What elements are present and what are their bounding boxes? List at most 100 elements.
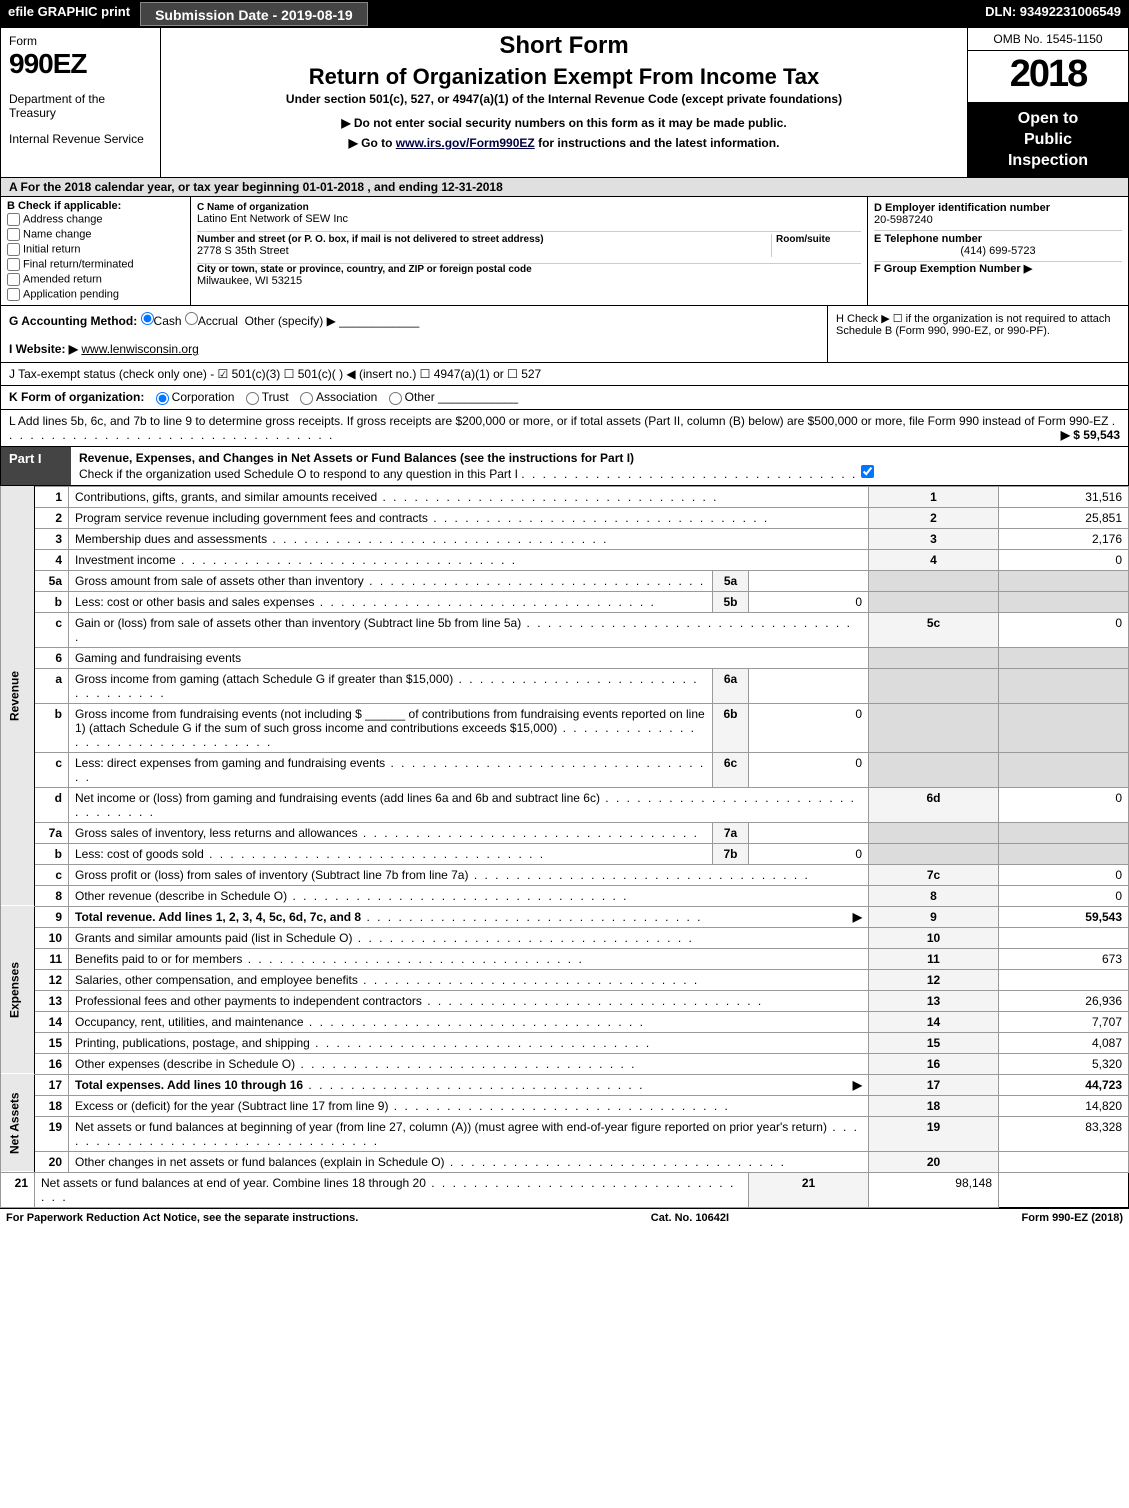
chk-address-change[interactable]: Address change <box>7 212 184 227</box>
right-line-num: 2 <box>869 507 999 528</box>
form-header: Form 990EZ Department of the Treasury In… <box>0 28 1129 178</box>
line-num: b <box>35 703 69 752</box>
irs-link[interactable]: www.irs.gov/Form990EZ <box>396 136 535 150</box>
top-bar: efile GRAPHIC print Submission Date - 20… <box>0 0 1129 28</box>
right-line-num: 9 <box>869 906 999 927</box>
right-line-num: 18 <box>869 1095 999 1116</box>
part-1-checkbox[interactable] <box>861 465 874 478</box>
mini-line-num: 6b <box>713 703 749 752</box>
d-label: D Employer identification number <box>874 202 1122 214</box>
line-num: a <box>35 668 69 703</box>
side-net-assets: Net Assets <box>1 1074 35 1172</box>
right-line-val: 25,851 <box>999 507 1129 528</box>
right-line-val: 5,320 <box>999 1053 1129 1074</box>
line-desc: Gross sales of inventory, less returns a… <box>69 822 713 843</box>
room-label: Room/suite <box>776 234 861 245</box>
right-line-num: 17 <box>869 1074 999 1095</box>
right-line-val: 4,087 <box>999 1032 1129 1053</box>
right-line-val: 7,707 <box>999 1011 1129 1032</box>
phone: (414) 699-5723 <box>874 245 1122 257</box>
chk-initial-return[interactable]: Initial return <box>7 242 184 257</box>
right-line-num: 11 <box>869 948 999 969</box>
website[interactable]: www.lenwisconsin.org <box>81 342 198 356</box>
accounting-cash[interactable] <box>141 312 154 325</box>
box-c: C Name of organization Latino Ent Networ… <box>191 197 868 305</box>
line-num: 21 <box>1 1172 35 1207</box>
line-num: 9 <box>35 906 69 927</box>
org-corp[interactable] <box>156 392 169 405</box>
addr-label: Number and street (or P. O. box, if mail… <box>197 234 771 245</box>
line-num: 11 <box>35 948 69 969</box>
right-line-num: 8 <box>869 885 999 906</box>
e-label: E Telephone number <box>874 233 1122 245</box>
mini-line-num: 6a <box>713 668 749 703</box>
c-label: C Name of organization <box>197 202 861 213</box>
right-line-num: 16 <box>869 1053 999 1074</box>
org-city: Milwaukee, WI 53215 <box>197 275 861 287</box>
chk-final-return[interactable]: Final return/terminated <box>7 257 184 272</box>
line-num: 19 <box>35 1116 69 1151</box>
mini-line-val: 0 <box>749 752 869 787</box>
line-desc: Total revenue. Add lines 1, 2, 3, 4, 5c,… <box>69 906 869 927</box>
right-line-val: 2,176 <box>999 528 1129 549</box>
goto-post: for instructions and the latest informat… <box>535 136 780 150</box>
title-return: Return of Organization Exempt From Incom… <box>171 64 957 90</box>
org-assoc[interactable] <box>300 392 313 405</box>
line-desc: Other expenses (describe in Schedule O) <box>69 1053 869 1074</box>
accounting-accrual[interactable] <box>185 312 198 325</box>
right-line-num: 7c <box>869 864 999 885</box>
right-line-num: 13 <box>869 990 999 1011</box>
line-desc: Grants and similar amounts paid (list in… <box>69 927 869 948</box>
line-num: b <box>35 591 69 612</box>
right-line-val: 59,543 <box>999 906 1129 927</box>
right-line-val: 673 <box>999 948 1129 969</box>
line-desc: Other changes in net assets or fund bala… <box>69 1151 869 1172</box>
line-desc: Investment income <box>69 549 869 570</box>
line-num: 18 <box>35 1095 69 1116</box>
line-desc: Less: cost or other basis and sales expe… <box>69 591 713 612</box>
line-num: c <box>35 752 69 787</box>
subtitle: Under section 501(c), 527, or 4947(a)(1)… <box>171 92 957 106</box>
title-short-form: Short Form <box>171 32 957 60</box>
org-address: 2778 S 35th Street <box>197 245 771 257</box>
mini-line-val: 0 <box>749 843 869 864</box>
side-revenue: Revenue <box>1 486 35 906</box>
chk-amended-return[interactable]: Amended return <box>7 272 184 287</box>
right-line-val: 0 <box>999 787 1129 822</box>
line-desc: Benefits paid to or for members <box>69 948 869 969</box>
right-line-val <box>999 1151 1129 1172</box>
line-desc: Net assets or fund balances at end of ye… <box>35 1172 749 1207</box>
right-line-val: 0 <box>999 549 1129 570</box>
lines-table: Revenue1Contributions, gifts, grants, an… <box>0 486 1129 1208</box>
box-def: D Employer identification number 20-5987… <box>868 197 1128 305</box>
right-line-num: 3 <box>869 528 999 549</box>
right-line-num: 20 <box>869 1151 999 1172</box>
page-footer: For Paperwork Reduction Act Notice, see … <box>0 1208 1129 1227</box>
part-1-header: Part I Revenue, Expenses, and Changes in… <box>0 447 1129 486</box>
mini-line-num: 5b <box>713 591 749 612</box>
dln: DLN: 93492231006549 <box>977 0 1129 28</box>
goto-pre: ▶ Go to <box>349 136 396 150</box>
line-desc: Salaries, other compensation, and employ… <box>69 969 869 990</box>
line-num: 14 <box>35 1011 69 1032</box>
line-desc: Occupancy, rent, utilities, and maintena… <box>69 1011 869 1032</box>
line-num: 4 <box>35 549 69 570</box>
ssn-warning: ▶ Do not enter social security numbers o… <box>171 116 957 130</box>
line-num: 17 <box>35 1074 69 1095</box>
org-other[interactable] <box>389 392 402 405</box>
city-label: City or town, state or province, country… <box>197 264 861 275</box>
line-desc: Gaming and fundraising events <box>69 647 869 668</box>
open-to-public: Open to Public Inspection <box>968 103 1128 177</box>
right-line-num: 1 <box>869 486 999 507</box>
org-trust[interactable] <box>246 392 259 405</box>
line-num: 1 <box>35 486 69 507</box>
line-desc: Gross amount from sale of assets other t… <box>69 570 713 591</box>
line-num: 3 <box>35 528 69 549</box>
mini-line-val <box>749 668 869 703</box>
line-num: 20 <box>35 1151 69 1172</box>
chk-name-change[interactable]: Name change <box>7 227 184 242</box>
chk-application-pending[interactable]: Application pending <box>7 287 184 302</box>
line-num: 8 <box>35 885 69 906</box>
right-line-val: 0 <box>999 885 1129 906</box>
line-h: H Check ▶ ☐ if the organization is not r… <box>828 306 1128 362</box>
